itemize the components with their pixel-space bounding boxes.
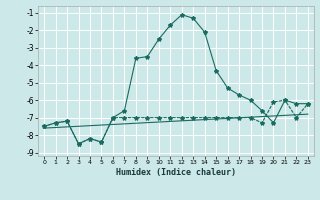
X-axis label: Humidex (Indice chaleur): Humidex (Indice chaleur)	[116, 168, 236, 177]
